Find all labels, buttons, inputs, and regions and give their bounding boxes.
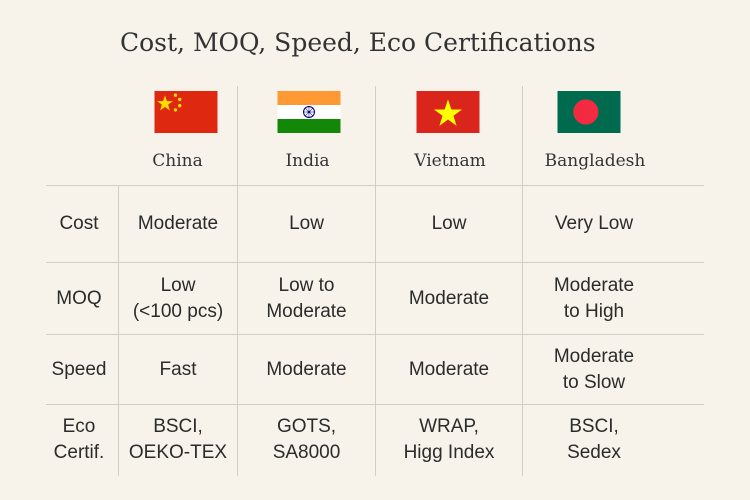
table-cell: BSCI, OEKO-TEX bbox=[128, 416, 228, 463]
row-label-speed: Speed bbox=[51, 358, 107, 380]
row-label-eco-certif: Eco Certif. bbox=[53, 416, 105, 463]
grid-line bbox=[46, 404, 704, 405]
table-cell: Low bbox=[289, 213, 324, 234]
grid-line bbox=[375, 86, 376, 476]
row-label-moq: MOQ bbox=[56, 287, 102, 309]
table-cell: Low to Moderate bbox=[266, 274, 347, 322]
country-name-china: China bbox=[152, 151, 203, 171]
grid-line bbox=[237, 86, 238, 476]
table-cell: Low bbox=[431, 213, 467, 234]
table-cell: Moderate bbox=[137, 213, 219, 234]
india-flag-icon bbox=[276, 91, 342, 133]
table-cell: GOTS, SA8000 bbox=[272, 416, 341, 463]
table-cell: BSCI, Sedex bbox=[567, 416, 621, 463]
table-cell: Moderate to Slow bbox=[553, 345, 635, 393]
table-cell: Low (<100 pcs) bbox=[132, 274, 224, 322]
table-cell: Very Low bbox=[554, 213, 634, 234]
grid-line bbox=[118, 185, 119, 476]
country-name-vietnam: Vietnam bbox=[414, 151, 486, 171]
page-title: Cost, MOQ, Speed, Eco Certifications bbox=[120, 28, 596, 57]
table-cell: Fast bbox=[159, 358, 197, 380]
table-cell: Moderate bbox=[408, 287, 490, 309]
row-label-cost: Cost bbox=[59, 213, 99, 234]
china-flag-icon bbox=[153, 91, 219, 133]
table-cell: Moderate to High bbox=[553, 274, 635, 322]
table-cell: WRAP, Higg Index bbox=[403, 416, 495, 463]
grid-line bbox=[46, 334, 704, 335]
vietnam-flag-icon bbox=[415, 91, 481, 133]
country-name-bangladesh: Bangladesh bbox=[544, 151, 646, 171]
table-cell: Moderate bbox=[266, 358, 347, 380]
grid-line bbox=[46, 262, 704, 263]
country-name-india: India bbox=[285, 151, 330, 171]
grid-line bbox=[522, 86, 523, 476]
table-cell: Moderate bbox=[408, 358, 490, 380]
grid-line bbox=[46, 185, 704, 186]
bangladesh-flag-icon bbox=[556, 91, 622, 133]
